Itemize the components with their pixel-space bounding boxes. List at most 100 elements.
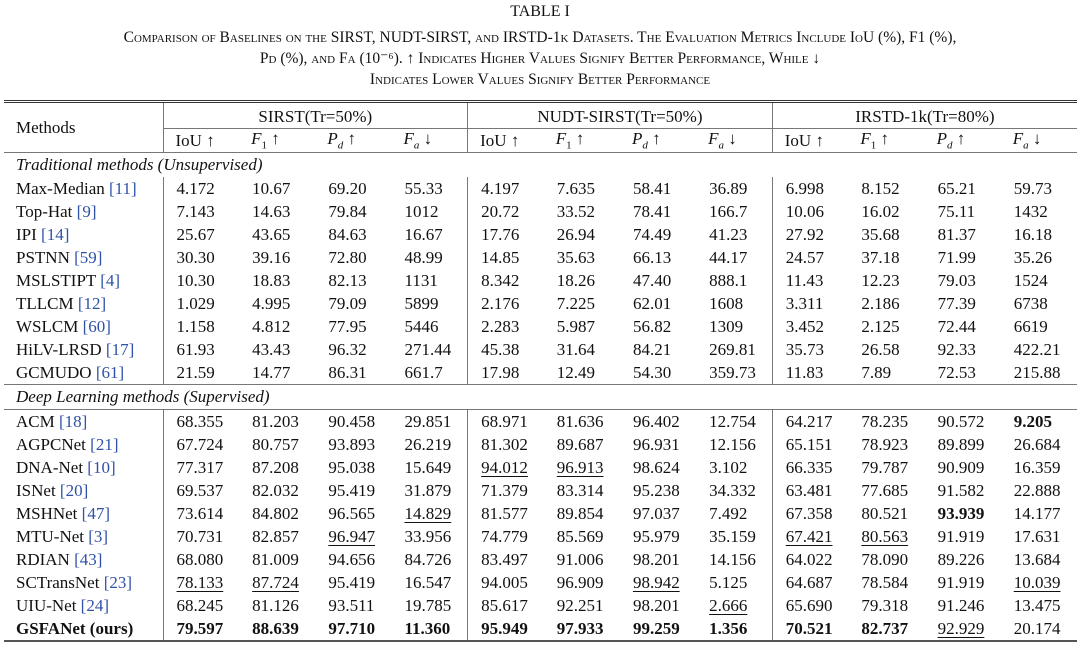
method-label: AGPCNet (16, 434, 86, 454)
metric-header: F1 ↑ (543, 128, 620, 153)
value-cell: 17.631 (1013, 526, 1061, 546)
method-label: UIU-Net (16, 595, 77, 615)
value-cell: 1524 (1013, 270, 1048, 290)
dataset-header-sirst: SIRST(Tr=50%) (162, 101, 468, 129)
citation-link[interactable]: [20] (59, 480, 89, 500)
value-cell: 24.57 (771, 246, 849, 269)
method-name: GSFANet (ours) (4, 617, 163, 642)
value-cell: 7.143 (162, 200, 240, 223)
citation-link[interactable]: [12] (77, 293, 107, 313)
value-cell: 18.83 (252, 270, 291, 290)
value-cell: 33.52 (556, 201, 596, 221)
citation-link[interactable]: [4] (100, 270, 121, 290)
value-cell: 1.356 (696, 617, 773, 642)
value-cell: 89.687 (556, 434, 604, 454)
value-cell: 4.812 (252, 316, 291, 336)
citation-link[interactable]: [21] (90, 434, 119, 454)
value-cell: 2.176 (467, 292, 544, 315)
value-cell: 8.342 (467, 269, 544, 292)
value-cell: 73.614 (162, 502, 240, 525)
value-cell: 31.64 (556, 339, 596, 359)
value-cell: 80.757 (252, 434, 299, 454)
citation-link[interactable]: [60] (82, 316, 111, 336)
citation-link[interactable]: [9] (76, 201, 97, 221)
citation-link[interactable]: [24] (80, 595, 109, 615)
value-cell: 48.99 (404, 247, 443, 267)
value-cell: 71.99 (937, 247, 976, 267)
value-cell: 90.909 (937, 457, 985, 477)
value-cell: 43.65 (252, 224, 291, 244)
value-cell: 6619 (1013, 316, 1048, 336)
method-label: ACM (16, 411, 55, 431)
dataset-header-nudt-sirst: NUDT-SIRST(Tr=50%) (467, 101, 773, 129)
value-cell: 84.63 (328, 224, 367, 244)
value-cell: 1608 (709, 293, 744, 313)
value-cell: 84.21 (632, 339, 672, 359)
metric-header: Pd ↑ (619, 128, 697, 153)
table-label: TABLE I (510, 3, 570, 20)
citation-link[interactable]: [23] (103, 572, 133, 592)
section-header: Deep Learning methods (Supervised) (4, 384, 1077, 410)
value-cell: 10.30 (162, 269, 240, 292)
value-cell: 77.95 (328, 316, 367, 336)
value-cell: 91.919 (937, 526, 985, 546)
table-row: RDIAN [43] 68.080 81.009 94.656 84.726 83.497… (4, 548, 1077, 571)
value-cell: 89.854 (556, 503, 604, 523)
value-cell: 36.89 (709, 178, 748, 198)
method-label: MSLSTIPT (16, 270, 96, 290)
value-cell: 2.186 (861, 293, 900, 313)
value-cell: 71.379 (467, 479, 544, 502)
metric-header: F1 ↑ (848, 128, 925, 153)
citation-link[interactable]: [61] (95, 362, 125, 382)
method-name: ISNet [20] (4, 479, 163, 502)
citation-link[interactable]: [17] (105, 339, 135, 359)
value-cell: 12.156 (709, 434, 756, 454)
method-name: PSTNN [59] (4, 246, 163, 269)
value-cell: 66.13 (632, 247, 672, 267)
value-cell: 69.537 (162, 479, 240, 502)
citation-link[interactable]: [18] (58, 411, 88, 431)
table-row: SCTransNet [23] 78.133 87.724 95.419 16.547 9… (4, 571, 1077, 594)
method-label: IPI (16, 224, 37, 244)
value-cell: 96.402 (632, 411, 680, 431)
value-cell: 98.942 (632, 572, 680, 592)
value-cell: 72.80 (328, 247, 367, 267)
table-row: MSHNet [47] 73.614 84.802 96.565 14.829 81.57… (4, 502, 1077, 525)
value-cell: 68.355 (162, 409, 240, 433)
metric-header: IoU ↑ (162, 128, 240, 153)
value-cell: 269.81 (709, 339, 756, 359)
value-cell: 43.43 (252, 339, 291, 359)
value-cell: 4.197 (467, 177, 544, 200)
citation-link[interactable]: [14] (41, 224, 70, 244)
value-cell: 65.690 (771, 594, 849, 617)
value-cell: 90.572 (937, 411, 985, 431)
value-cell: 98.624 (632, 457, 680, 477)
method-name: GCMUDO [61] (4, 361, 163, 385)
value-cell: 39.16 (252, 247, 291, 267)
value-cell: 62.01 (632, 293, 672, 313)
results-table: Methods SIRST(Tr=50%) NUDT-SIRST(Tr=50%)… (4, 100, 1077, 642)
value-cell: 6738 (1013, 293, 1048, 313)
table-row: AGPCNet [21] 67.724 80.757 93.893 26.219 81.3… (4, 433, 1077, 456)
value-cell: 68.971 (467, 409, 544, 433)
value-cell: 888.1 (709, 270, 748, 290)
value-cell: 97.037 (632, 503, 680, 523)
value-cell: 85.569 (556, 526, 604, 546)
method-label: Max-Median (16, 178, 105, 198)
citation-link[interactable]: [10] (87, 457, 116, 477)
citation-link[interactable]: [3] (88, 526, 109, 546)
value-cell: 92.929 (924, 617, 1001, 642)
value-cell: 16.359 (1013, 457, 1061, 477)
value-cell: 25.67 (162, 223, 240, 246)
citation-link[interactable]: [59] (74, 247, 103, 267)
citation-link[interactable]: [43] (74, 549, 103, 569)
method-name: Top-Hat [9] (4, 200, 163, 223)
citation-link[interactable]: [11] (109, 178, 137, 198)
table-row: Max-Median [11] 4.172 10.67 69.20 55.33 4.197… (4, 177, 1077, 200)
value-cell: 41.23 (709, 224, 748, 244)
table-row: TLLCM [12] 1.029 4.995 79.09 5899 2.176 7.225 6… (4, 292, 1077, 315)
value-cell: 359.73 (709, 362, 756, 382)
citation-link[interactable]: [47] (81, 503, 110, 523)
value-cell: 3.311 (771, 292, 849, 315)
metric-header: IoU ↑ (771, 128, 849, 153)
